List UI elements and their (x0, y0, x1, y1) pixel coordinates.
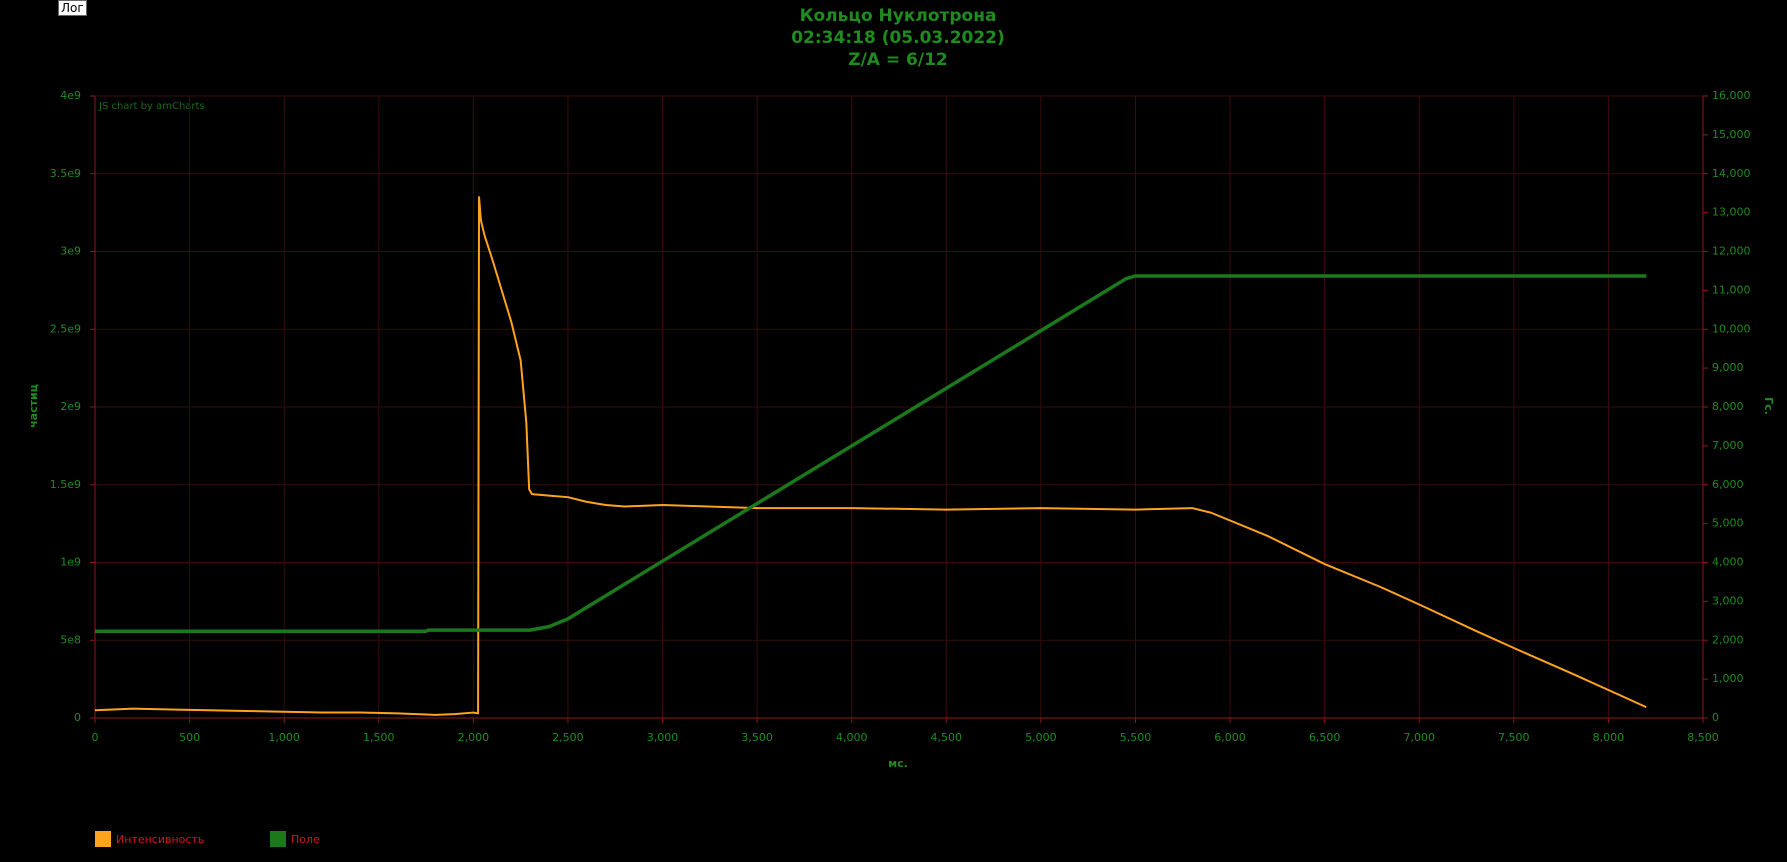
y2-tick-label: 10,000 (1712, 322, 1751, 335)
y-tick-label: 0 (74, 711, 81, 724)
y2-tick-label: 11,000 (1712, 283, 1751, 296)
x-tick-label: 1,500 (363, 731, 395, 744)
x-tick-label: 4,500 (931, 731, 963, 744)
chart-subtitle: 02:34:18 (05.03.2022) (791, 28, 1005, 48)
y-tick-label: 3e9 (60, 245, 81, 258)
x-tick-label: 8,500 (1687, 731, 1719, 744)
x-tick-label: 8,000 (1593, 731, 1625, 744)
y2-tick-label: 8,000 (1712, 400, 1744, 413)
y2-tick-label: 14,000 (1712, 167, 1751, 180)
legend-label: Поле (291, 833, 320, 846)
x-tick-label: 3,500 (741, 731, 773, 744)
y-tick-label: 1e9 (60, 556, 81, 569)
x-tick-label: 3,000 (647, 731, 679, 744)
x-tick-label: 2,500 (552, 731, 584, 744)
x-tick-label: 7,000 (1403, 731, 1435, 744)
y2-tick-label: 3,000 (1712, 594, 1744, 607)
x-tick-label: 6,000 (1214, 731, 1246, 744)
legend-swatch (95, 831, 111, 847)
x-tick-label: 6,500 (1309, 731, 1341, 744)
y-tick-label: 2e9 (60, 400, 81, 413)
series-line (95, 274, 1647, 634)
series-line (94, 196, 1647, 716)
x-tick-label: 500 (179, 731, 200, 744)
y-tick-label: 2.5e9 (50, 322, 81, 335)
y-tick-label: 3.5e9 (50, 167, 81, 180)
y-axis-title: частиц (27, 384, 40, 428)
y2-tick-label: 2,000 (1712, 633, 1744, 646)
y2-tick-label: 5,000 (1712, 517, 1744, 530)
y2-tick-label: 7,000 (1712, 439, 1744, 452)
y2-axis-title: Гс. (1762, 397, 1775, 415)
y2-tick-label: 6,000 (1712, 478, 1744, 491)
x-tick-label: 4,000 (836, 731, 868, 744)
x-tick-label: 5,000 (1025, 731, 1057, 744)
x-tick-label: 7,500 (1498, 731, 1530, 744)
log-button[interactable]: Лог (58, 0, 87, 16)
y2-tick-label: 12,000 (1712, 245, 1751, 258)
y-tick-label: 1.5e9 (50, 478, 81, 491)
legend-label: Интенсивность (116, 833, 204, 846)
legend-swatch (270, 831, 286, 847)
chart-subtitle: Z/A = 6/12 (848, 50, 947, 70)
y2-tick-label: 0 (1712, 711, 1719, 724)
credit: JS chart by amCharts (98, 101, 205, 112)
x-tick-label: 5,500 (1120, 731, 1152, 744)
y2-tick-label: 9,000 (1712, 361, 1744, 374)
x-tick-label: 1,000 (268, 731, 300, 744)
chart-title: Кольцо Нуклотрона (800, 6, 997, 26)
y-tick-label: 5e8 (60, 633, 81, 646)
y2-tick-label: 4,000 (1712, 556, 1744, 569)
y2-tick-label: 13,000 (1712, 206, 1751, 219)
y2-tick-label: 15,000 (1712, 128, 1751, 141)
x-tick-label: 0 (92, 731, 99, 744)
y-tick-label: 4e9 (60, 89, 81, 102)
y2-tick-label: 16,000 (1712, 89, 1751, 102)
x-tick-label: 2,000 (458, 731, 490, 744)
y2-tick-label: 1,000 (1712, 672, 1744, 685)
x-axis-title: мс. (888, 757, 908, 770)
